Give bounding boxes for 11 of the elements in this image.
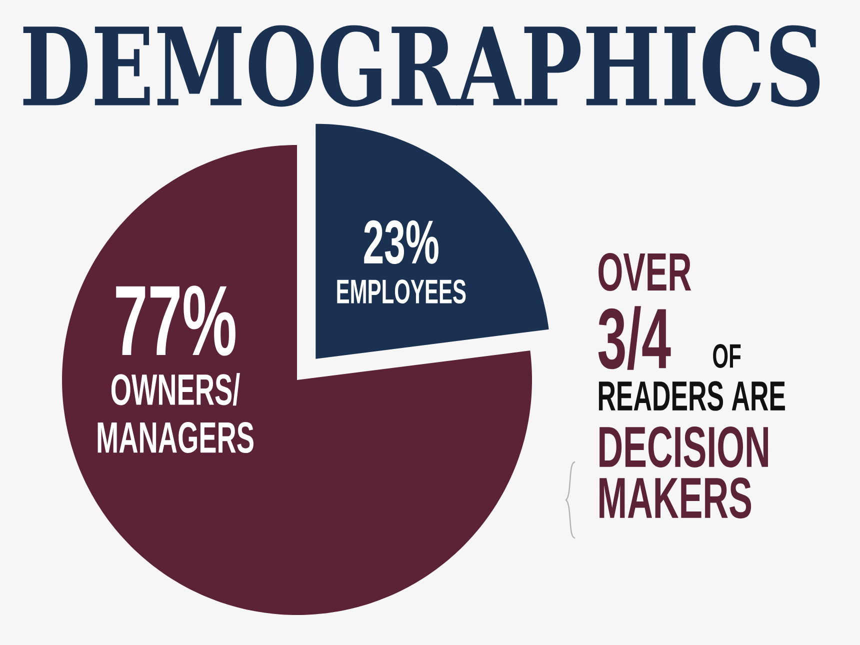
slice-label: OWNERS/ MANAGERS [98,373,254,454]
text: OVER [598,252,692,292]
text: READERS ARE [598,381,785,411]
data-label: 77% [116,286,236,356]
slice-label: EMPLOYEES [337,280,466,304]
text: DECISION [600,426,768,468]
data-label: 23% [364,220,438,264]
chart-title: DEMOGRAPHICS [23,25,820,107]
text: 3/4 [598,306,671,370]
text: MAKERS [600,478,752,518]
text: OF [713,344,741,368]
